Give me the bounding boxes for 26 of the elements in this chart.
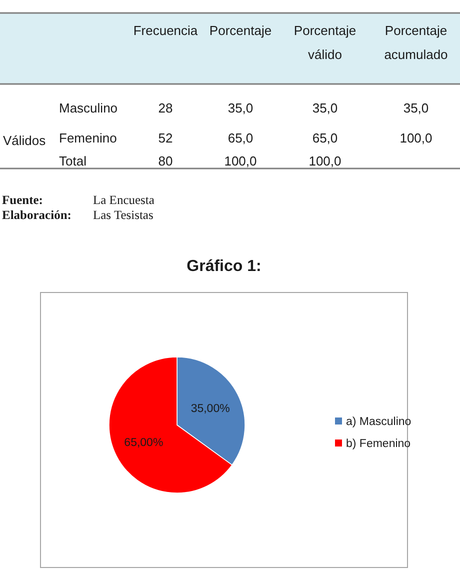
- text: 35,0: [403, 100, 429, 116]
- text: 28: [158, 100, 173, 116]
- legend-label: b) Femenino: [346, 438, 411, 450]
- text: Válidos: [3, 133, 46, 148]
- text: Fuente: La Encuesta: [2, 193, 154, 207]
- category-label: Porcentaje acumulado: [384, 23, 448, 62]
- text: 35,0: [312, 100, 338, 116]
- category-label: Frecuencia: [133, 23, 198, 38]
- text: 65,0: [228, 130, 254, 146]
- text: 100,0: [400, 130, 432, 146]
- text: 100,0: [308, 154, 342, 168]
- chart-title: Gráfico 1:: [186, 258, 262, 275]
- text: 35,0: [228, 100, 254, 116]
- text: 100,0: [224, 154, 257, 168]
- legend-label: a) Masculino: [346, 416, 412, 428]
- category-label: Porcentaje: [209, 23, 272, 38]
- category-label: Total: [59, 154, 86, 168]
- data-label: 65,00%: [124, 436, 164, 449]
- category-label: Porcentaje válido: [294, 23, 356, 62]
- category-label: Femenino: [59, 130, 117, 146]
- text: 65,0: [312, 130, 338, 146]
- text: Elaboración: Las Tesistas: [2, 208, 154, 222]
- text: 80: [158, 154, 173, 168]
- data-label: 35,00%: [190, 403, 230, 416]
- category-label: Masculino: [59, 100, 118, 116]
- text: 52: [158, 130, 173, 146]
